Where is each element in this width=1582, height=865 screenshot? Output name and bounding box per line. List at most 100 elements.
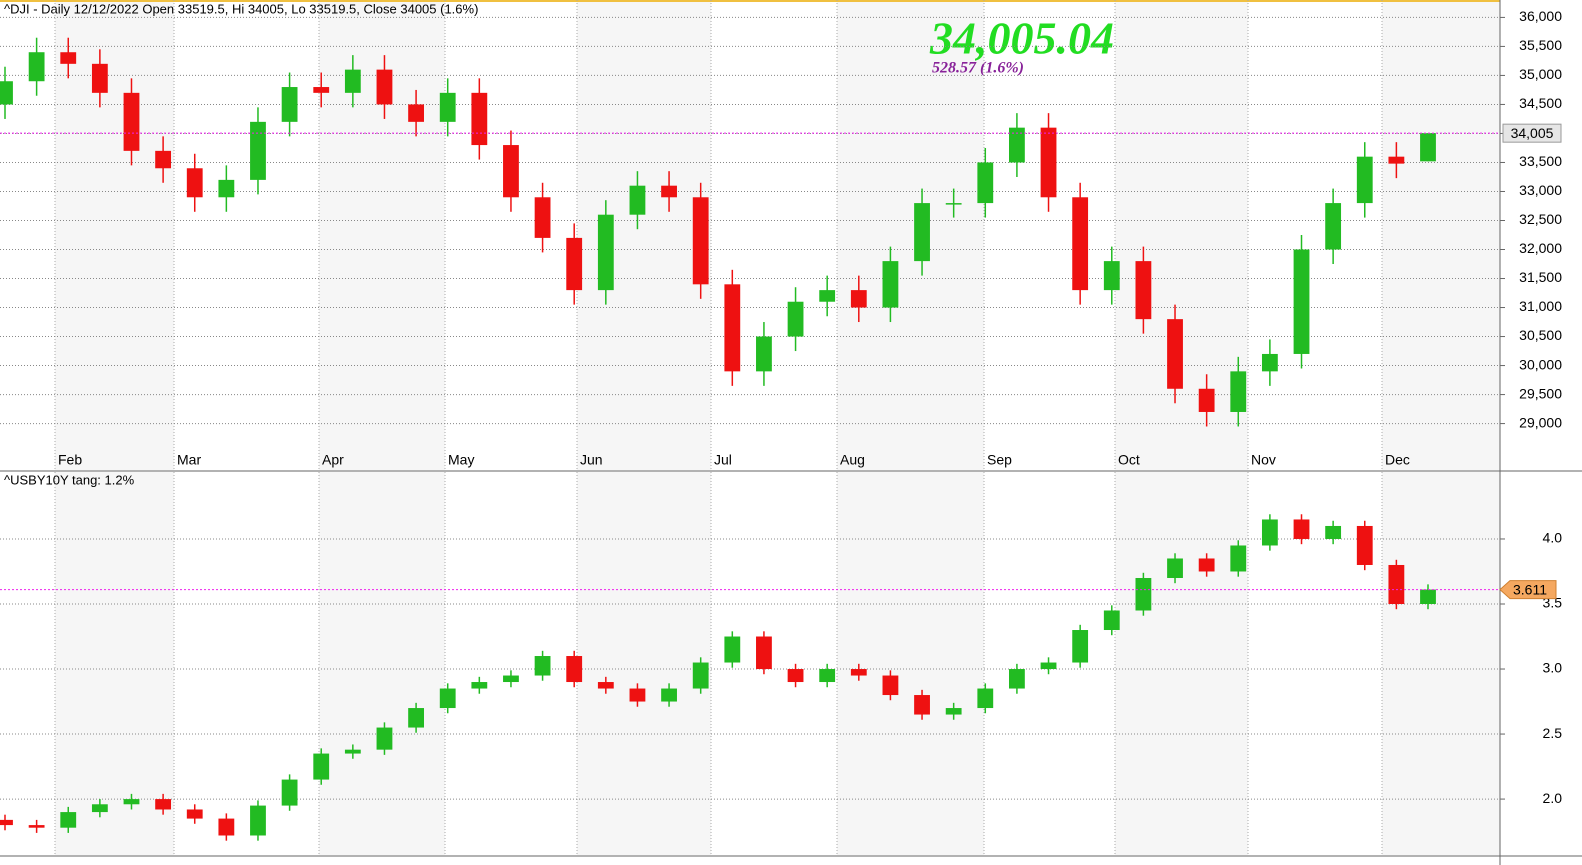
- candle-body: [819, 290, 836, 302]
- x-tick-label: Feb: [58, 452, 82, 468]
- candle-body: [534, 656, 551, 676]
- candle-body: [692, 662, 709, 689]
- candle-body: [756, 336, 772, 372]
- candle-body: [756, 636, 772, 670]
- candle-body: [1420, 589, 1436, 605]
- candle-body: [60, 812, 77, 828]
- candle-body: [1356, 525, 1373, 565]
- candle-body: [1230, 545, 1247, 572]
- candle-body: [1325, 525, 1342, 539]
- candle-body: [344, 69, 361, 93]
- month-band: [1115, 0, 1248, 470]
- candle-body: [1009, 127, 1025, 163]
- candle-body: [850, 290, 867, 308]
- candle-body: [724, 284, 741, 372]
- candle-body: [1388, 564, 1405, 605]
- month-band: [837, 472, 984, 855]
- candle-body: [945, 203, 962, 205]
- y-tick-label: 29,000: [1519, 414, 1562, 430]
- candle-body: [566, 656, 583, 683]
- candle-body: [1261, 519, 1278, 546]
- candle-body: [629, 185, 646, 215]
- candle-body: [471, 92, 488, 146]
- candle-body: [914, 695, 930, 715]
- y-tick-label: 31,000: [1519, 298, 1562, 314]
- candle-body: [1040, 127, 1057, 198]
- chart-title: ^USBY10Y tang: 1.2%: [4, 472, 135, 487]
- candle-body: [471, 682, 488, 689]
- y-tick-label: 35,500: [1519, 37, 1562, 53]
- month-band: [1115, 472, 1248, 855]
- candle-body: [1072, 630, 1089, 663]
- y-tick-label: 34,500: [1519, 95, 1562, 111]
- candle-body: [60, 52, 77, 64]
- last-value-label: 34,005: [1511, 125, 1554, 141]
- x-tick-label: Nov: [1251, 452, 1276, 468]
- change: 528.57 (1.6%): [932, 60, 1024, 77]
- y-tick-label: 30,500: [1519, 327, 1562, 343]
- candle-body: [787, 301, 804, 337]
- candle-body: [155, 799, 172, 810]
- candle-body: [724, 636, 741, 663]
- candle-body: [882, 675, 899, 696]
- candle-body: [597, 682, 614, 689]
- candle-body: [629, 688, 646, 702]
- x-tick-label: May: [448, 452, 474, 468]
- candle-body: [692, 197, 709, 285]
- quote: 34,005.04: [929, 13, 1114, 64]
- candle-body: [218, 179, 235, 198]
- chart-title: ^DJI - Daily 12/12/2022 Open 33519.5, Hi…: [4, 1, 478, 16]
- candle-body: [250, 121, 266, 180]
- candle-body: [123, 92, 140, 151]
- candle-body: [503, 675, 519, 683]
- x-tick-label: Apr: [322, 452, 344, 468]
- candle-body: [1135, 261, 1152, 320]
- candle-body: [408, 104, 424, 122]
- candle-body: [1167, 319, 1183, 389]
- candle-body: [123, 799, 140, 805]
- candle-body: [313, 87, 330, 93]
- candle-body: [1420, 133, 1436, 162]
- y-tick-label: 35,000: [1519, 66, 1562, 82]
- candle-body: [819, 669, 836, 683]
- candle-body: [376, 727, 393, 750]
- candle-body: [281, 779, 298, 806]
- y-tick-label: 30,000: [1519, 356, 1562, 372]
- candle-body: [439, 92, 456, 122]
- month-band: [577, 0, 711, 470]
- candle-body: [977, 688, 994, 709]
- candle-body: [1072, 197, 1089, 291]
- y-tick-label: 33,500: [1519, 153, 1562, 169]
- x-tick-label: Jun: [580, 452, 603, 468]
- candle-body: [945, 708, 962, 715]
- candle-body: [566, 237, 583, 291]
- x-tick-label: Mar: [177, 452, 201, 468]
- candle-body: [850, 669, 867, 676]
- month-band: [1382, 472, 1500, 855]
- candle-body: [0, 81, 13, 105]
- y-tick-label: 29,500: [1519, 385, 1562, 401]
- candle-body: [0, 819, 13, 826]
- candle-body: [344, 749, 361, 754]
- candle-body: [1388, 156, 1405, 164]
- x-tick-label: Aug: [840, 452, 865, 468]
- y-tick-label: 33,000: [1519, 182, 1562, 198]
- candle-body: [186, 809, 203, 819]
- candle-body: [28, 825, 45, 828]
- candle-body: [186, 168, 203, 198]
- candle-body: [439, 688, 456, 709]
- candle-body: [28, 52, 45, 82]
- candle-body: [534, 197, 551, 238]
- candle-body: [155, 150, 172, 169]
- month-band: [1382, 0, 1500, 470]
- candle-body: [597, 214, 614, 291]
- y-tick-label: 2.0: [1543, 790, 1563, 806]
- y-tick-label: 31,500: [1519, 269, 1562, 285]
- x-tick-label: Jul: [714, 452, 732, 468]
- candle-body: [661, 688, 677, 702]
- candle-body: [1040, 662, 1057, 670]
- month-band: [577, 472, 711, 855]
- candle-body: [1261, 353, 1278, 372]
- candle-body: [503, 145, 519, 198]
- candle-body: [313, 753, 330, 780]
